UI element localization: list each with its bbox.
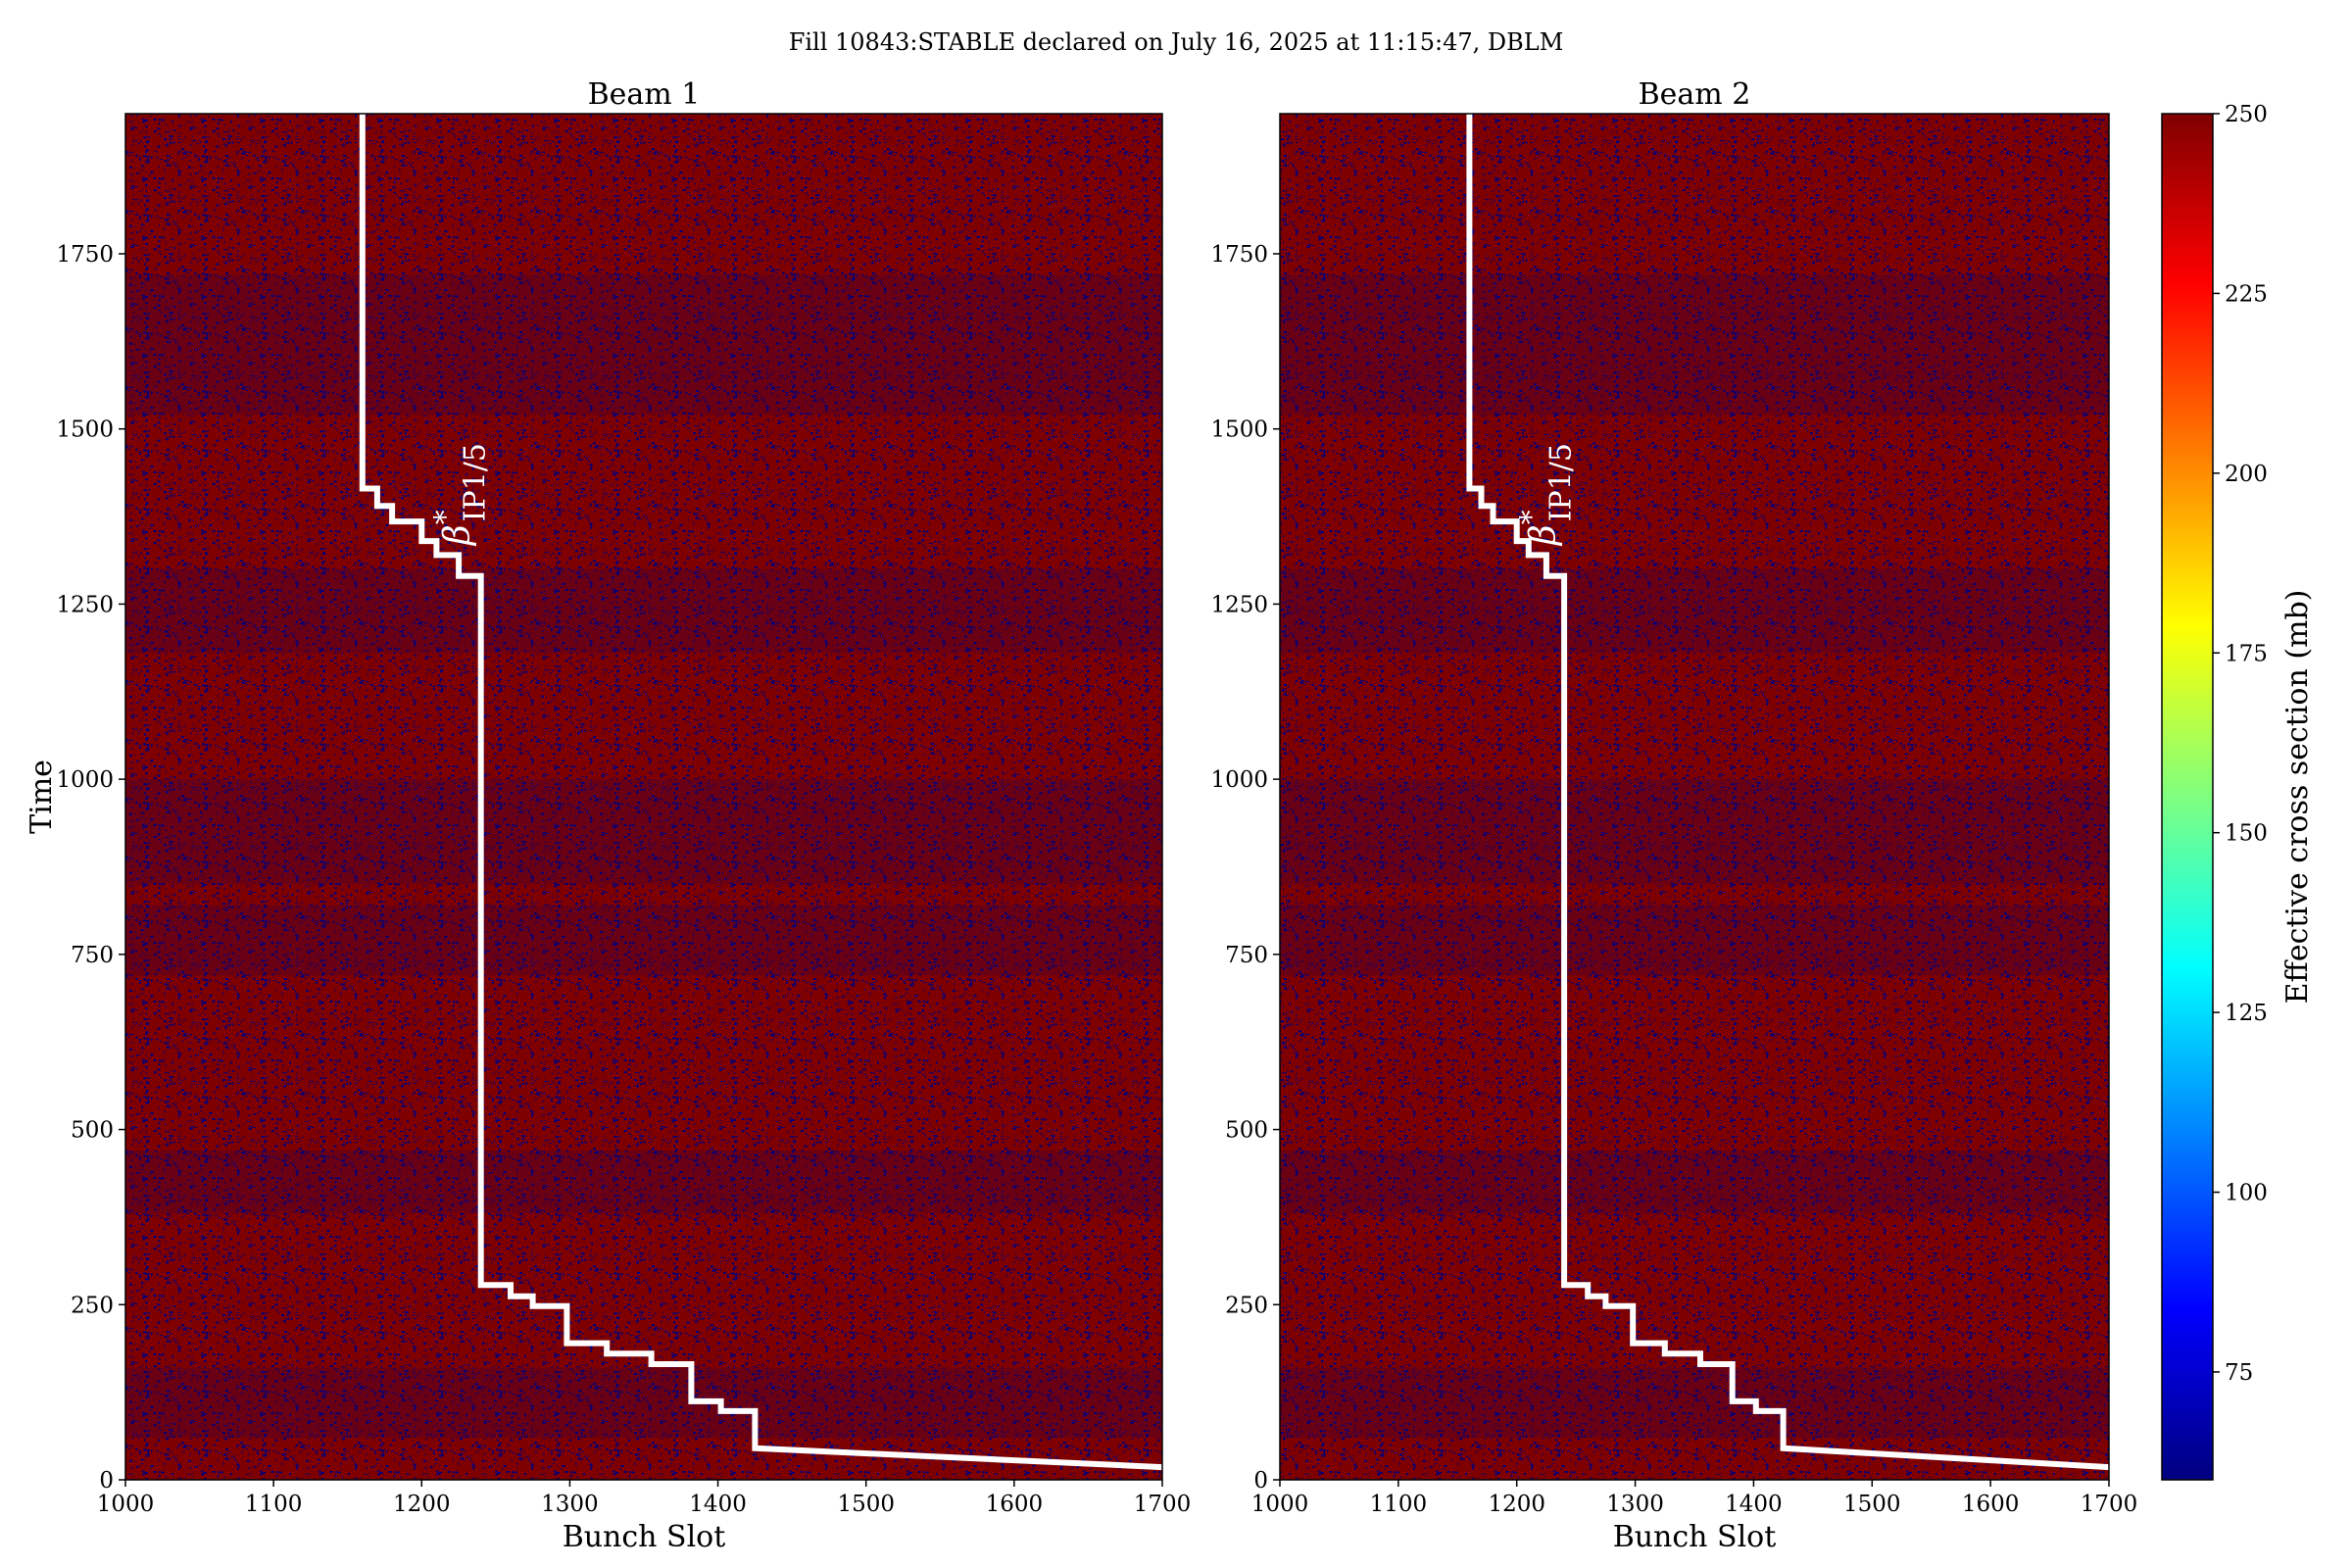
x-tick-label: 1700: [1134, 1492, 1192, 1517]
colorbar-tick-label: 100: [2225, 1181, 2268, 1206]
annotation-symbol: β: [1523, 524, 1563, 547]
x-tick-label: 1400: [689, 1492, 747, 1517]
heatmap-band: [1280, 274, 2109, 416]
colorbar-tick-label: 125: [2225, 1001, 2268, 1026]
y-tick-label: 0: [1253, 1468, 1268, 1494]
colorbar-label: Effective cross section (mb): [2280, 590, 2315, 1004]
heatmap-band: [125, 905, 1162, 976]
x-tick-label: 1200: [1488, 1492, 1545, 1517]
heatmap-cells: [1280, 114, 2109, 1480]
colorbar-frame: [2161, 113, 2214, 1481]
x-tick-label: 1700: [2081, 1492, 2138, 1517]
x-tick-label: 1100: [1370, 1492, 1428, 1517]
y-tick-label: 1500: [56, 417, 114, 443]
annotation-superscript: *: [1514, 510, 1548, 524]
colorbar-tick-label: 175: [2225, 641, 2268, 666]
x-tick-label: 1500: [1843, 1492, 1901, 1517]
beam-2-panel: β*IP1/5 Beam 2 1000 1100 1200 1300 1400 1500 160…: [1210, 77, 2137, 1554]
heatmap-band: [1280, 1367, 2109, 1439]
x-tick-label: 1300: [1606, 1492, 1664, 1517]
colorbar: 75 100 125 150 175 200 225 250 Effective cross s…: [2161, 102, 2315, 1481]
beam-1-panel: β*IP1/5 Beam 1 1000 1100 1200 1300 1400 1500 160…: [24, 77, 1191, 1554]
beta-star-annotation: β*IP1/5: [1514, 443, 1578, 547]
x-tick-label: 1000: [97, 1492, 155, 1517]
x-tick-label: 1100: [245, 1492, 303, 1517]
annotation-subscript: IP1/5: [1544, 443, 1578, 521]
x-axis-label: Bunch Slot: [563, 1520, 726, 1554]
figure-title: Fill 10843:STABLE declared on July 16, 2…: [789, 28, 1564, 56]
colorbar-tick-label: 75: [2225, 1360, 2253, 1386]
x-tick-label: 1600: [1962, 1492, 2020, 1517]
y-tick-label: 250: [71, 1293, 114, 1318]
heatmap-band: [125, 1151, 1162, 1214]
panel-title: Beam 1: [588, 77, 701, 112]
annotation-symbol: β: [438, 524, 478, 547]
y-tick-label: 1500: [1210, 417, 1268, 443]
x-tick-label: 1000: [1251, 1492, 1309, 1517]
colorbar-tick-label: 200: [2225, 462, 2268, 487]
colorbar-tick-label: 225: [2225, 281, 2268, 307]
y-tick-label: 750: [1225, 943, 1268, 968]
y-tick-label: 1750: [56, 242, 114, 268]
x-tick-label: 1600: [986, 1492, 1044, 1517]
x-tick-label: 1200: [393, 1492, 451, 1517]
colorbar-tick-label: 250: [2225, 102, 2268, 127]
axes-frame: [124, 113, 1163, 1481]
colorbar-fill: [2162, 114, 2213, 1480]
annotation-subscript: IP1/5: [459, 443, 493, 521]
beta-star-step-line: [1466, 114, 2110, 1471]
heatmap-band: [125, 1367, 1162, 1439]
annotation-superscript: *: [429, 510, 464, 524]
y-tick-label: 1750: [1210, 242, 1268, 268]
y-tick-label: 1000: [56, 767, 114, 793]
beta-star-annotation: β*IP1/5: [429, 443, 493, 547]
heatmap-band: [1280, 905, 2109, 976]
x-tick-label: 1500: [837, 1492, 895, 1517]
y-tick-label: 500: [71, 1118, 114, 1144]
x-axis-label: Bunch Slot: [1613, 1520, 1777, 1554]
panel-title: Beam 2: [1639, 77, 1751, 112]
colorbar-tick-label: 150: [2225, 821, 2268, 847]
y-axis-label: Time: [24, 760, 59, 834]
y-tick-label: 500: [1225, 1118, 1268, 1144]
axes-frame: [1279, 113, 2110, 1481]
heatmap-band: [1280, 1151, 2109, 1214]
x-tick-label: 1400: [1725, 1492, 1783, 1517]
y-tick-label: 750: [71, 943, 114, 968]
heatmap-band: [1280, 779, 2109, 885]
y-tick-label: 1250: [1210, 592, 1268, 617]
heatmap-band: [125, 568, 1162, 654]
heatmap-band: [125, 274, 1162, 416]
heatmap-cells: [125, 114, 1162, 1480]
beta-star-step-line: [359, 114, 1163, 1471]
y-tick-label: 250: [1225, 1293, 1268, 1318]
y-tick-label: 1000: [1210, 767, 1268, 793]
y-tick-label: 1250: [56, 592, 114, 617]
heatmap-band: [1280, 568, 2109, 654]
x-tick-label: 1300: [541, 1492, 599, 1517]
y-tick-label: 0: [99, 1468, 114, 1494]
heatmap-band: [125, 779, 1162, 885]
